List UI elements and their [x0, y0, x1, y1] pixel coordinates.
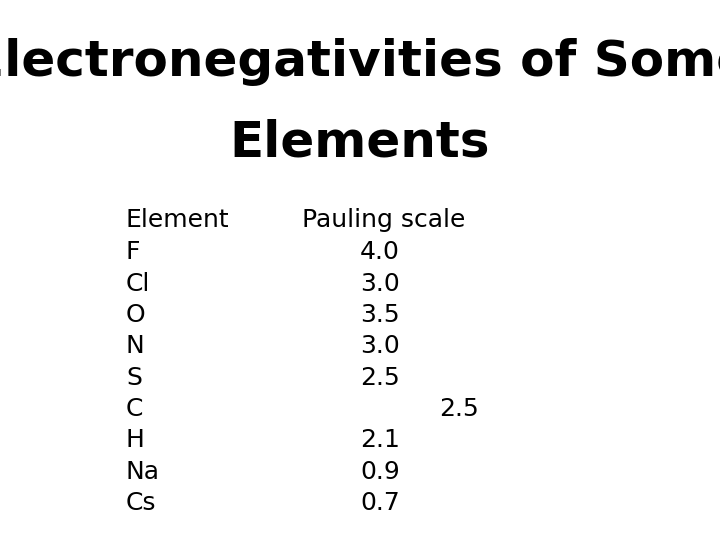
Text: S: S — [126, 366, 142, 389]
Text: Elements: Elements — [230, 119, 490, 167]
Text: C: C — [126, 397, 143, 421]
Text: 0.9: 0.9 — [360, 460, 400, 483]
Text: 2.5: 2.5 — [360, 366, 400, 389]
Text: 2.1: 2.1 — [360, 428, 400, 452]
Text: 4.0: 4.0 — [360, 240, 400, 264]
Text: F: F — [126, 240, 140, 264]
Text: N: N — [126, 334, 145, 358]
Text: Element: Element — [126, 208, 230, 232]
Text: H: H — [126, 428, 145, 452]
Text: Cl: Cl — [126, 272, 150, 295]
Text: 2.5: 2.5 — [439, 397, 479, 421]
Text: 3.0: 3.0 — [360, 334, 400, 358]
Text: 3.5: 3.5 — [360, 303, 400, 327]
Text: Electronegativities of Some: Electronegativities of Some — [0, 38, 720, 86]
Text: 3.0: 3.0 — [360, 272, 400, 295]
Text: Cs: Cs — [126, 491, 156, 515]
Text: O: O — [126, 303, 145, 327]
Text: Na: Na — [126, 460, 160, 483]
Text: 0.7: 0.7 — [360, 491, 400, 515]
Text: Pauling scale: Pauling scale — [302, 208, 466, 232]
